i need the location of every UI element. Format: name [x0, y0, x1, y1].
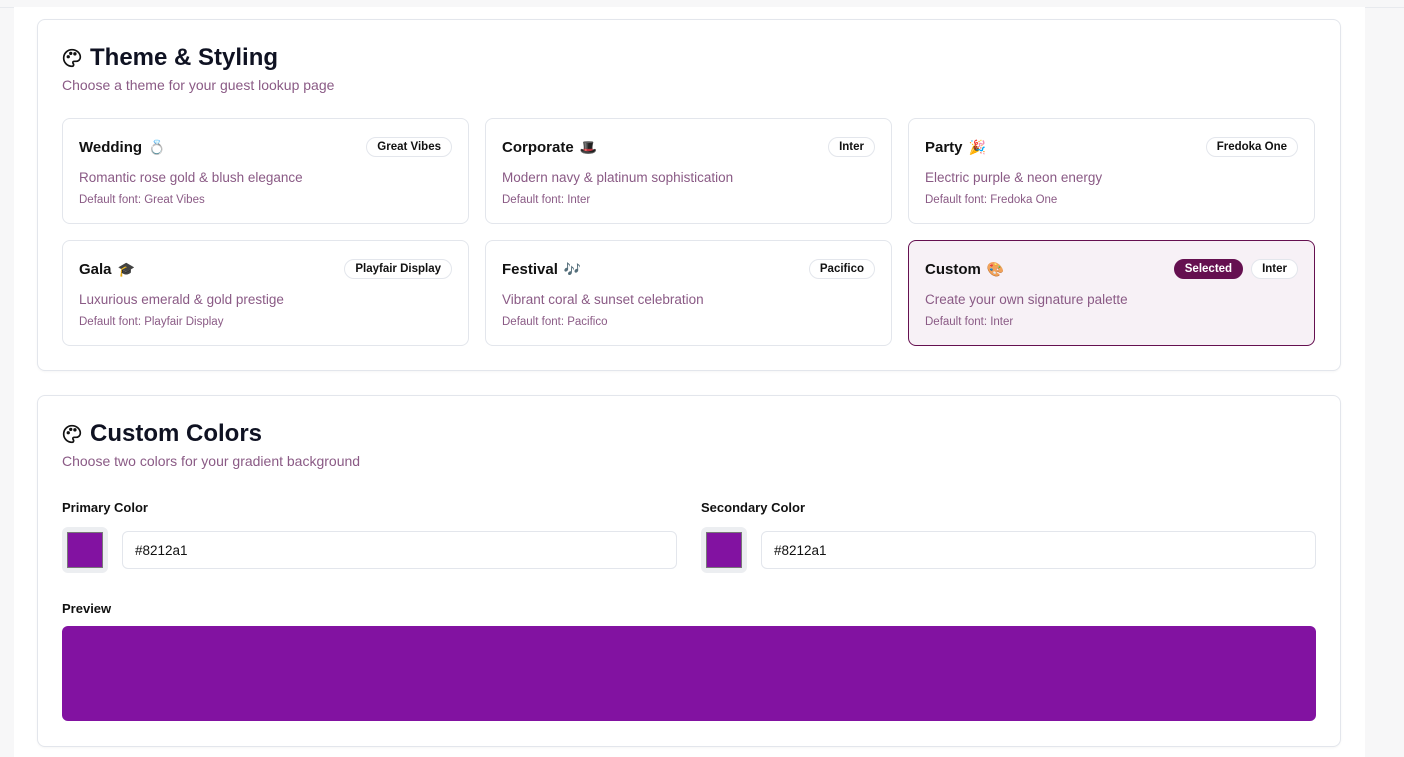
theme-card-custom[interactable]: Custom 🎨 Selected Inter Create your own si… [908, 240, 1315, 346]
theme-name: Corporate 🎩 [502, 139, 597, 156]
theme-description: Romantic rose gold & blush elegance [79, 170, 303, 185]
theme-description: Modern navy & platinum sophistication [502, 170, 734, 185]
primary-color-picker[interactable] [62, 527, 108, 573]
theme-name-text: Custom [925, 261, 981, 278]
theme-emoji-icon: 🎩 [579, 139, 598, 155]
font-badge: Fredoka One [1205, 137, 1298, 157]
theme-styling-card: Theme & Styling Choose a theme for your … [37, 19, 1341, 371]
font-badge: Playfair Display [344, 259, 452, 279]
theme-card-festival[interactable]: Festival 🎶 Pacifico Vibrant coral & sunse… [485, 240, 892, 346]
theme-name-text: Corporate [502, 139, 574, 156]
theme-emoji-icon: 🎓 [117, 261, 135, 277]
theme-name: Festival 🎶 [502, 261, 581, 278]
theme-card-wedding[interactable]: Wedding 💍 Great Vibes Romantic rose gold … [62, 118, 469, 224]
section-title-text: Custom Colors [90, 420, 263, 447]
theme-name: Gala 🎓 [79, 261, 135, 278]
theme-card-party[interactable]: Party 🎉 Fredoka One Electric purple & neo… [908, 118, 1315, 224]
theme-emoji-icon: 🎶 [563, 261, 582, 277]
palette-icon [62, 424, 82, 444]
section-subtitle: Choose two colors for your gradient back… [62, 453, 361, 469]
theme-name: Wedding 💍 [79, 139, 165, 156]
section-title: Custom Colors [62, 420, 262, 448]
theme-default-font: Default font: Inter [925, 316, 1014, 328]
theme-default-font: Default font: Great Vibes [79, 194, 205, 206]
palette-icon [62, 48, 82, 68]
theme-default-font: Default font: Inter [502, 194, 591, 206]
secondary-color-input[interactable] [761, 531, 1316, 569]
theme-name-text: Wedding [79, 139, 143, 156]
theme-description: Vibrant coral & sunset celebration [502, 292, 704, 307]
theme-name: Party 🎉 [925, 139, 986, 156]
custom-colors-card: Custom Colors Choose two colors for your… [37, 395, 1341, 747]
primary-color-label: Primary Color [62, 500, 148, 515]
theme-default-font: Default font: Playfair Display [79, 316, 224, 328]
theme-description: Create your own signature palette [925, 292, 1128, 307]
theme-default-font: Default font: Pacifico [502, 316, 608, 328]
section-subtitle: Choose a theme for your guest lookup pag… [62, 77, 335, 93]
theme-emoji-icon: 🎨 [986, 261, 1005, 277]
theme-default-font: Default font: Fredoka One [925, 194, 1058, 206]
theme-emoji-icon: 🎉 [968, 139, 986, 155]
gradient-preview [62, 626, 1316, 721]
theme-emoji-icon: 💍 [148, 139, 166, 155]
section-title: Theme & Styling [62, 44, 278, 72]
theme-card-gala[interactable]: Gala 🎓 Playfair Display Luxurious emerald… [62, 240, 469, 346]
font-badge: Great Vibes [366, 137, 452, 157]
secondary-color-label: Secondary Color [701, 500, 806, 515]
font-badge: Inter [1251, 259, 1298, 279]
theme-name-text: Party [925, 139, 963, 156]
theme-name-text: Festival [502, 261, 558, 278]
theme-name-text: Gala [79, 261, 112, 278]
selected-badge: Selected [1173, 259, 1244, 279]
theme-name: Custom 🎨 [925, 261, 1004, 278]
preview-label: Preview [62, 601, 112, 616]
secondary-color-picker[interactable] [701, 527, 747, 573]
theme-description: Luxurious emerald & gold prestige [79, 292, 284, 307]
theme-description: Electric purple & neon energy [925, 170, 1103, 185]
font-badge: Pacifico [808, 259, 875, 279]
theme-card-corporate[interactable]: Corporate 🎩 Inter Modern navy & platinum … [485, 118, 892, 224]
primary-color-input[interactable] [122, 531, 677, 569]
font-badge: Inter [828, 137, 875, 157]
section-title-text: Theme & Styling [90, 44, 279, 71]
